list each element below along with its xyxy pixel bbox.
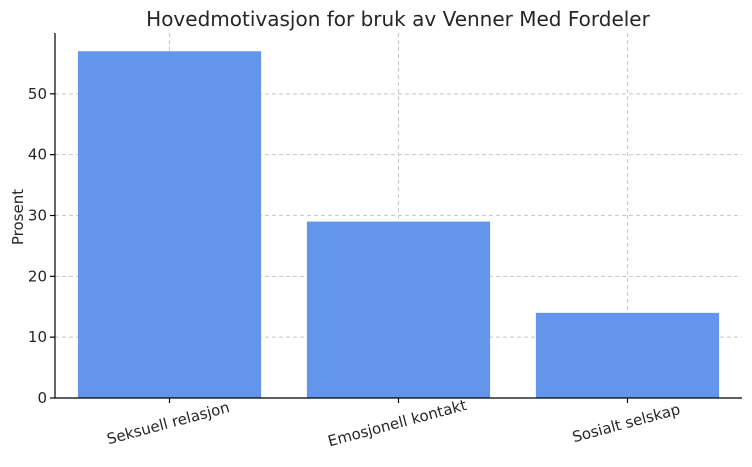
x-tick-label: Sosialt selskap — [570, 400, 682, 446]
x-tick-label: Emosjonell kontakt — [326, 396, 469, 450]
bar — [535, 312, 720, 398]
y-tick-label: 0 — [37, 389, 47, 407]
x-tick-label: Seksuell relasjon — [105, 398, 232, 448]
y-tick-label: 40 — [28, 146, 47, 164]
bar — [306, 221, 491, 398]
y-tick-label: 20 — [28, 267, 47, 285]
chart-title: Hovedmotivasjon for bruk av Venner Med F… — [146, 7, 650, 31]
y-axis-label: Prosent — [9, 189, 27, 245]
bar — [77, 51, 262, 398]
bars — [77, 51, 720, 398]
y-tick-label: 30 — [28, 207, 47, 225]
y-tick-label: 50 — [28, 85, 47, 103]
axes — [50, 33, 742, 403]
y-tick-label: 10 — [28, 328, 47, 346]
